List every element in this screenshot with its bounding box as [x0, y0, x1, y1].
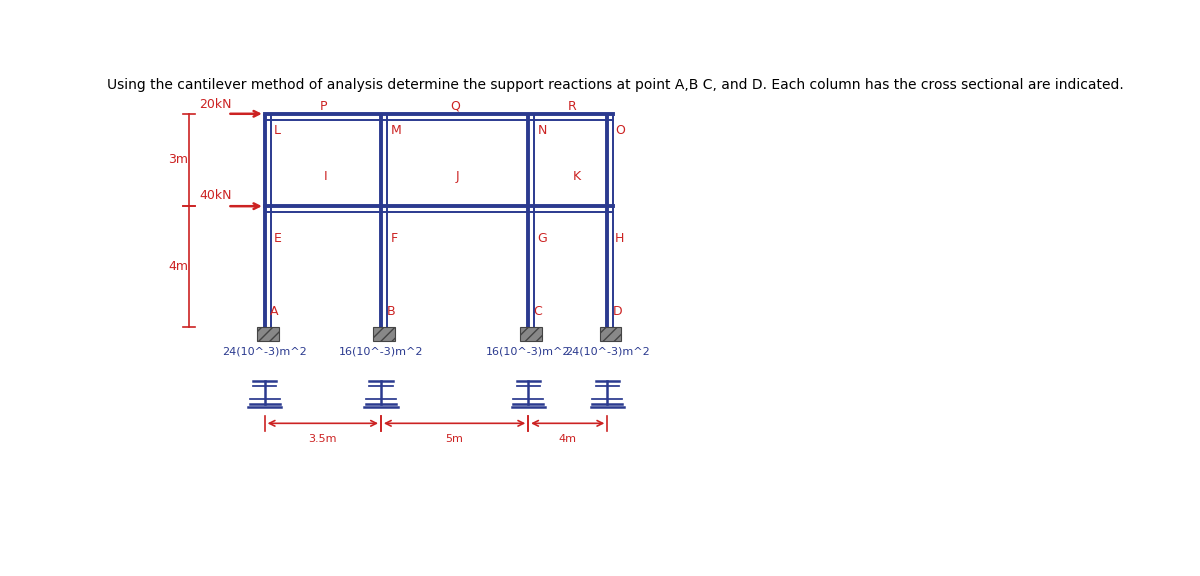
Text: A: A — [270, 305, 278, 318]
Text: 3.5m: 3.5m — [308, 434, 337, 444]
Text: 4m: 4m — [168, 260, 188, 273]
Text: Using the cantilever method of analysis determine the support reactions at point: Using the cantilever method of analysis … — [107, 78, 1123, 92]
Text: 4m: 4m — [559, 434, 577, 444]
Text: L: L — [274, 124, 281, 137]
Text: 3m: 3m — [168, 153, 188, 166]
Bar — [521, 327, 542, 341]
Text: E: E — [274, 232, 282, 245]
Text: G: G — [538, 232, 547, 245]
Text: R: R — [568, 100, 577, 112]
Text: K: K — [572, 170, 581, 183]
Text: 16(10^-3)m^2: 16(10^-3)m^2 — [338, 347, 424, 357]
Text: 24(10^-3)m^2: 24(10^-3)m^2 — [565, 347, 649, 357]
Text: 40kN: 40kN — [199, 190, 232, 202]
Text: 16(10^-3)m^2: 16(10^-3)m^2 — [486, 347, 570, 357]
Text: D: D — [613, 305, 623, 318]
Text: F: F — [390, 232, 397, 245]
Text: M: M — [390, 124, 401, 137]
Text: J: J — [455, 170, 458, 183]
Text: 20kN: 20kN — [199, 98, 232, 112]
Bar — [600, 327, 622, 341]
Text: Q: Q — [450, 100, 461, 112]
Text: B: B — [386, 305, 395, 318]
Text: C: C — [534, 305, 542, 318]
Text: N: N — [538, 124, 547, 137]
Bar — [373, 327, 395, 341]
Text: 5m: 5m — [445, 434, 463, 444]
Text: P: P — [320, 100, 328, 112]
Text: H: H — [616, 232, 624, 245]
Text: I: I — [324, 170, 328, 183]
Text: O: O — [616, 124, 625, 137]
Bar — [257, 327, 278, 341]
Text: 24(10^-3)m^2: 24(10^-3)m^2 — [222, 347, 307, 357]
